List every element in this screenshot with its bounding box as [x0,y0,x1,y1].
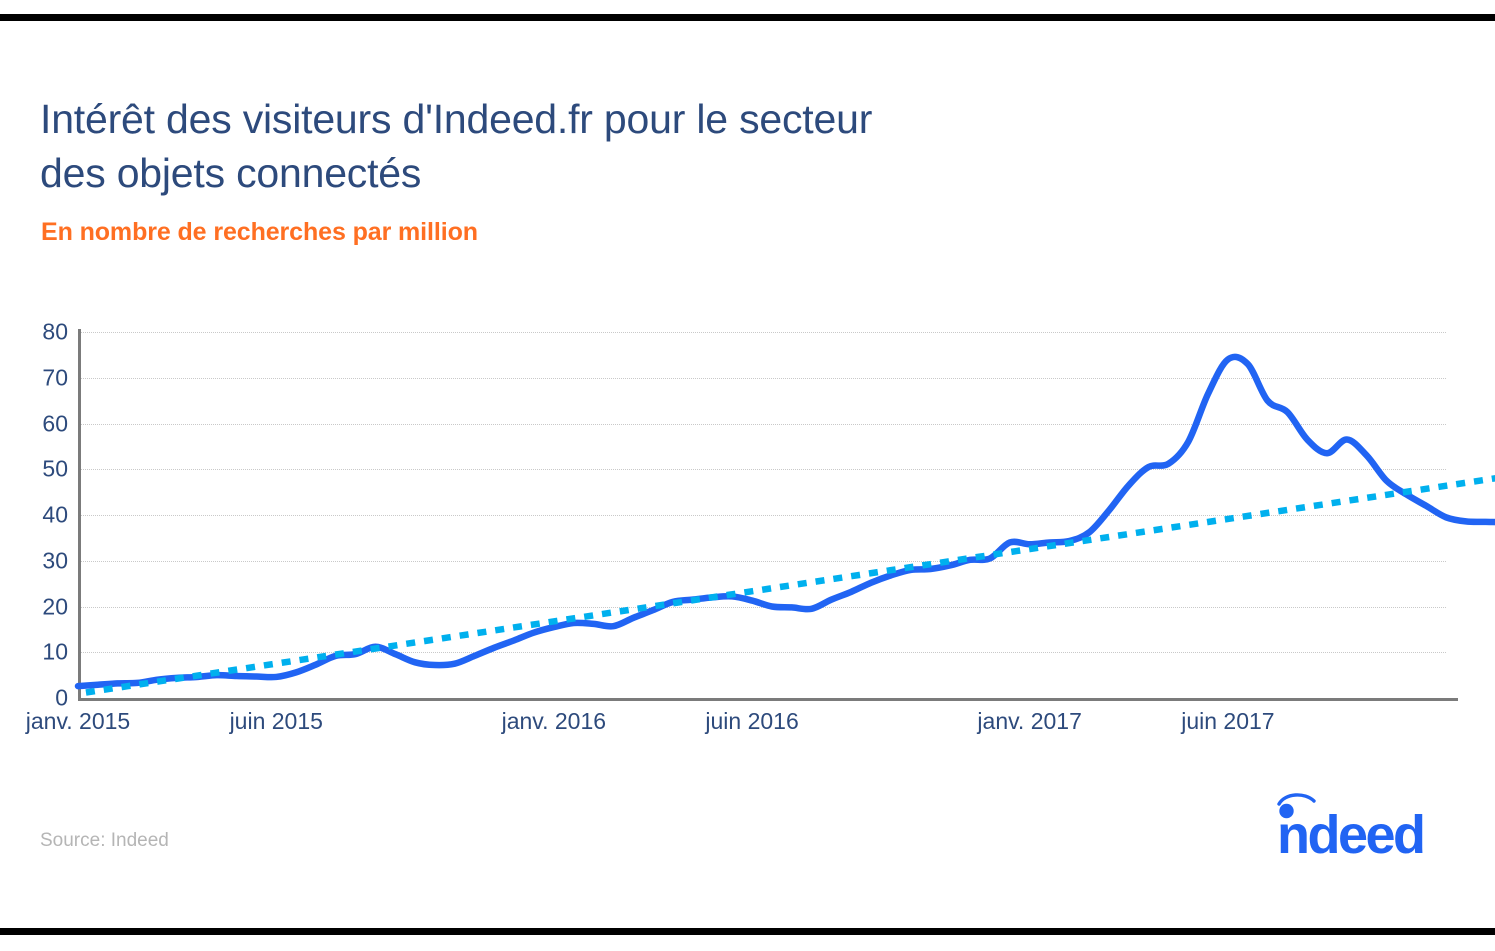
series-line-recherches [78,357,1495,686]
gridline [78,377,1446,379]
svg-text:ndeed: ndeed [1277,805,1424,860]
x-tick-label: janv. 2015 [25,708,131,734]
trendline [86,442,1495,693]
gridline [78,560,1446,562]
y-tick-label: 0 [55,684,68,711]
source-label: Source: Indeed [40,830,169,851]
indeed-logo: ndeed [1265,790,1455,860]
y-tick-label: 40 [42,501,68,528]
page-title: Intérêt des visiteurs d'Indeed.fr pour l… [40,96,873,197]
chart-series-layer [78,332,1446,698]
y-tick-label: 80 [42,318,68,345]
gridline [78,652,1446,654]
y-tick-label: 10 [42,638,68,665]
y-axis-line [78,329,81,701]
x-tick-label: juin 2016 [705,708,799,734]
bottom-frame-bar [0,928,1495,935]
x-axis-line [78,698,1458,701]
gridline [78,423,1446,425]
x-tick-label: juin 2015 [229,708,323,734]
y-tick-label: 60 [42,410,68,436]
gridline [78,469,1446,471]
x-tick-label: juin 2017 [1181,708,1275,734]
top-frame-bar [0,14,1495,21]
y-tick-label: 20 [42,593,68,619]
y-tick-label: 30 [42,547,68,574]
x-tick-label: janv. 2017 [977,708,1082,734]
gridline [78,515,1446,516]
y-tick-label: 50 [42,455,68,482]
gridline [78,332,1446,333]
page-subtitle: En nombre de recherches par million [41,218,478,246]
y-tick-label: 70 [42,364,68,391]
x-tick-label: janv. 2016 [501,708,607,734]
